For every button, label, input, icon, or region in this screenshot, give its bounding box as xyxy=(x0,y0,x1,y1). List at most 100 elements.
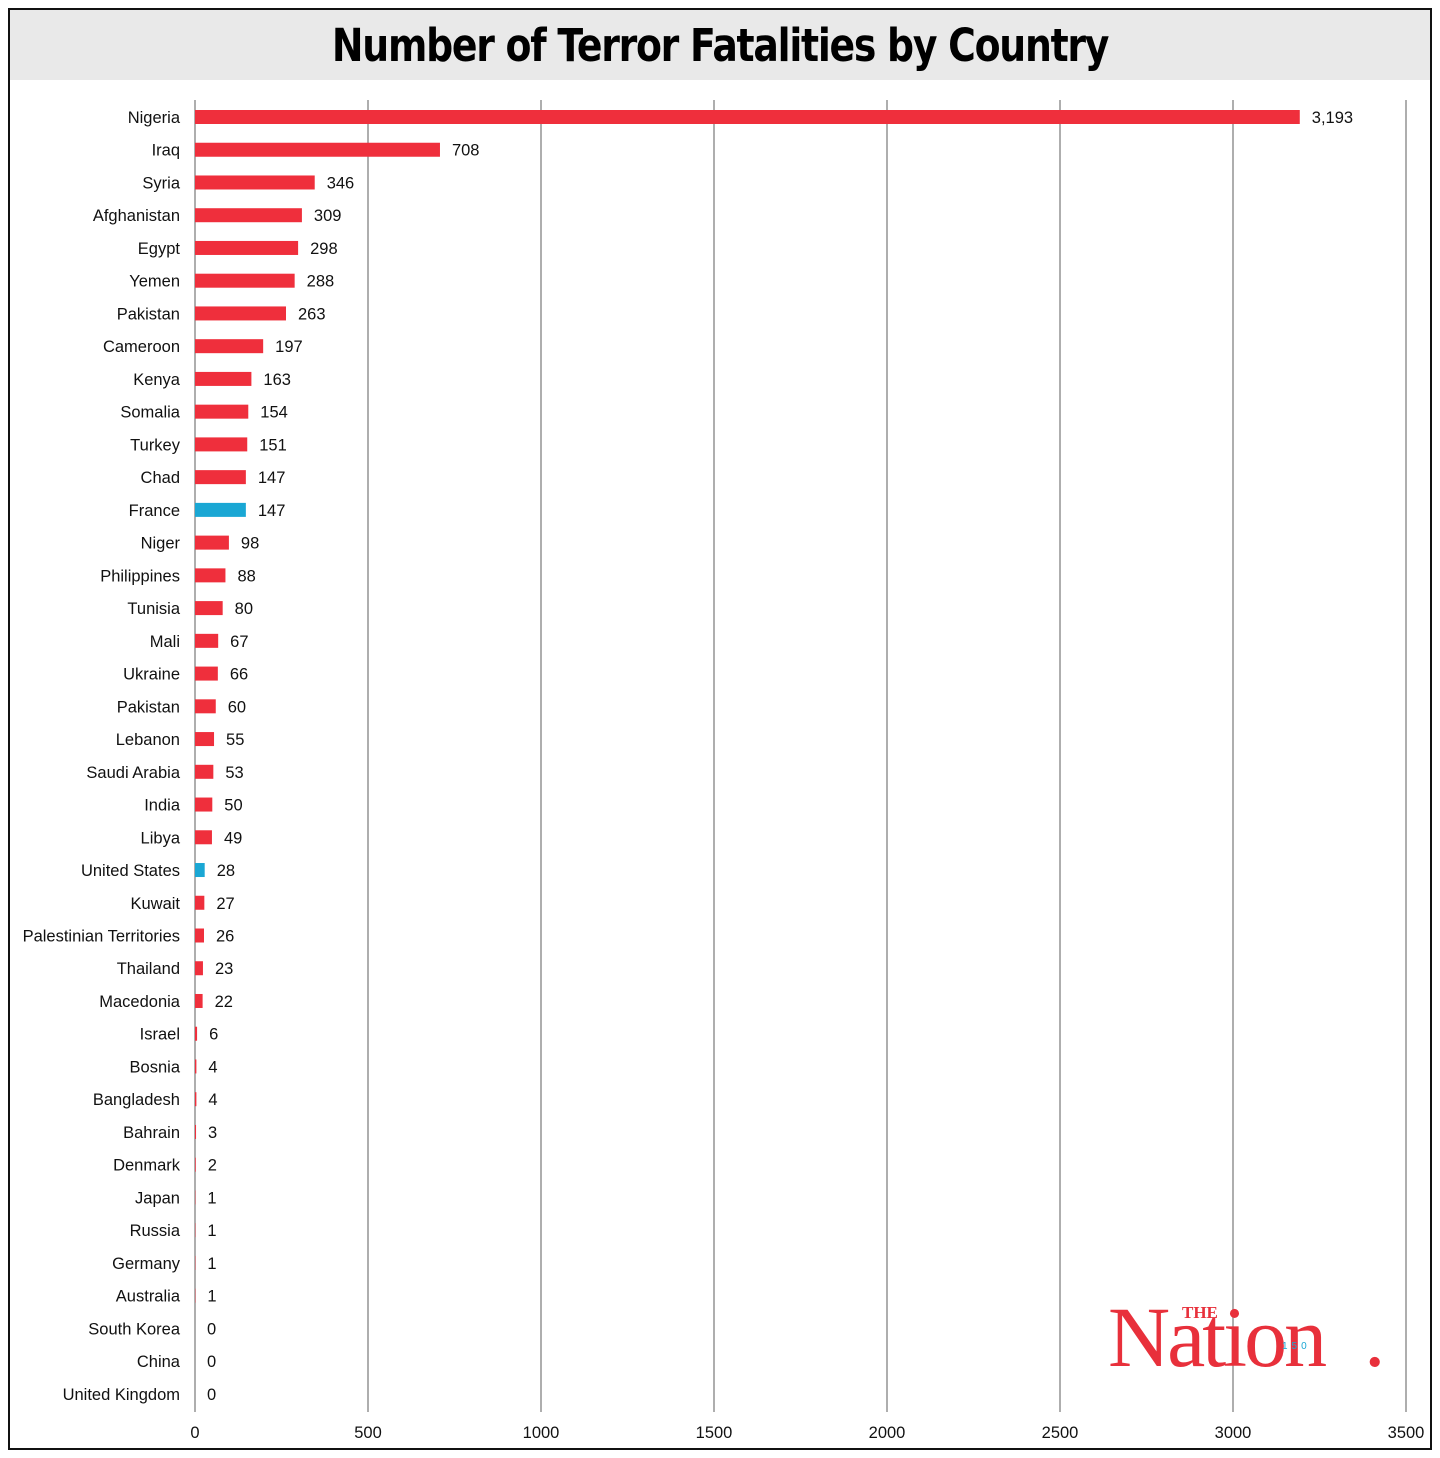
category-label: Iraq xyxy=(152,142,180,160)
data-label: 6 xyxy=(209,1026,218,1044)
data-label: 1 xyxy=(207,1189,216,1207)
data-label: 4 xyxy=(208,1091,217,1109)
category-label: Israel xyxy=(140,1026,180,1044)
data-label: 0 xyxy=(207,1353,216,1371)
x-tick-label: 2000 xyxy=(869,1424,906,1442)
category-label: Niger xyxy=(141,535,181,553)
category-label: Germany xyxy=(112,1255,181,1273)
category-label: Ukraine xyxy=(123,666,180,684)
data-label: 49 xyxy=(224,829,242,847)
data-label: 197 xyxy=(275,338,303,356)
category-label: Kenya xyxy=(133,371,181,389)
category-label: Russia xyxy=(130,1222,181,1240)
category-label: Lebanon xyxy=(116,731,180,749)
bar xyxy=(195,699,216,714)
x-tick-label: 3000 xyxy=(1215,1424,1252,1442)
logo-period: . xyxy=(1364,1289,1383,1385)
data-label: 147 xyxy=(258,502,286,520)
bar xyxy=(195,928,204,943)
category-label: Australia xyxy=(116,1288,181,1306)
category-label: Afghanistan xyxy=(93,207,180,225)
x-axis-ticks: 0 500 1000 1500 2000 2500 3000 3500 xyxy=(190,1424,1424,1442)
logo-the: THE xyxy=(1182,1303,1218,1322)
category-label: Nigeria xyxy=(128,109,181,127)
data-label: 1 xyxy=(207,1222,216,1240)
category-label: Japan xyxy=(135,1189,180,1207)
category-label: Bosnia xyxy=(130,1058,181,1076)
data-label: 50 xyxy=(224,797,242,815)
data-label: 60 xyxy=(228,698,246,716)
bar xyxy=(195,764,214,779)
bar xyxy=(195,993,203,1008)
bar xyxy=(195,1157,196,1172)
category-labels: Nigeria Iraq Syria Afghanistan Egypt Yemen Pak… xyxy=(23,109,181,1404)
gridlines xyxy=(194,100,1407,1412)
data-label: 66 xyxy=(230,666,248,684)
data-label: 2 xyxy=(208,1157,217,1175)
data-label: 1 xyxy=(207,1288,216,1306)
bars xyxy=(195,110,1300,1303)
bar xyxy=(195,273,295,288)
data-label: 0 xyxy=(207,1320,216,1338)
category-label: Bahrain xyxy=(123,1124,180,1142)
category-label: Palestinian Territories xyxy=(23,928,180,946)
data-label: 88 xyxy=(237,567,255,585)
x-tick-label: 0 xyxy=(190,1424,199,1442)
bar xyxy=(195,437,248,452)
category-label: Denmark xyxy=(113,1157,181,1175)
data-label: 55 xyxy=(226,731,244,749)
category-label: Tunisia xyxy=(127,600,180,618)
data-label: 27 xyxy=(216,895,234,913)
category-label: India xyxy=(144,797,181,815)
data-label: 708 xyxy=(452,142,480,160)
bar xyxy=(195,208,302,223)
bar xyxy=(195,535,229,550)
data-label: 151 xyxy=(259,436,287,454)
category-label: Yemen xyxy=(129,273,180,291)
bar xyxy=(195,895,205,910)
x-tick-label: 500 xyxy=(354,1424,382,1442)
category-label: Kuwait xyxy=(130,895,180,913)
category-label: Pakistan xyxy=(117,698,180,716)
bar xyxy=(195,1026,198,1041)
x-tick-label: 1500 xyxy=(696,1424,733,1442)
value-labels: 3,19370834630929828826319716315415114714… xyxy=(207,109,1353,1404)
data-label: 23 xyxy=(215,960,233,978)
bar xyxy=(195,633,219,648)
bar xyxy=(195,339,264,354)
data-label: 163 xyxy=(263,371,291,389)
category-label: Cameroon xyxy=(103,338,180,356)
bar xyxy=(195,1092,197,1107)
x-tick-label: 2500 xyxy=(1042,1424,1079,1442)
bar xyxy=(195,1059,197,1074)
data-label: 154 xyxy=(260,404,288,422)
data-label: 1 xyxy=(207,1255,216,1273)
bar xyxy=(195,306,286,321)
category-label: Philippines xyxy=(100,567,180,585)
data-label: 309 xyxy=(314,207,342,225)
data-label: 67 xyxy=(230,633,248,651)
bar xyxy=(195,961,203,976)
data-label: 3,193 xyxy=(1312,109,1353,127)
bar xyxy=(195,601,223,616)
bar xyxy=(195,797,213,812)
the-nation-logo: THE Nation . 150 xyxy=(1108,1289,1386,1385)
bar xyxy=(195,371,252,386)
category-label: South Korea xyxy=(88,1320,181,1338)
category-label: Somalia xyxy=(120,404,180,422)
category-label: Thailand xyxy=(117,960,180,978)
bar xyxy=(195,175,315,190)
category-label: Egypt xyxy=(138,240,181,258)
data-label: 3 xyxy=(208,1124,217,1142)
logo-number: 150 xyxy=(1282,1341,1311,1352)
data-label: 0 xyxy=(207,1386,216,1404)
category-label: France xyxy=(129,502,180,520)
chart-title: Number of Terror Fatalities by Country xyxy=(331,18,1110,72)
category-label: Saudi Arabia xyxy=(86,764,180,782)
category-label: Turkey xyxy=(130,436,181,454)
data-label: 4 xyxy=(208,1058,217,1076)
bar xyxy=(195,1124,197,1139)
bar xyxy=(195,666,218,681)
category-label: Libya xyxy=(141,829,181,847)
